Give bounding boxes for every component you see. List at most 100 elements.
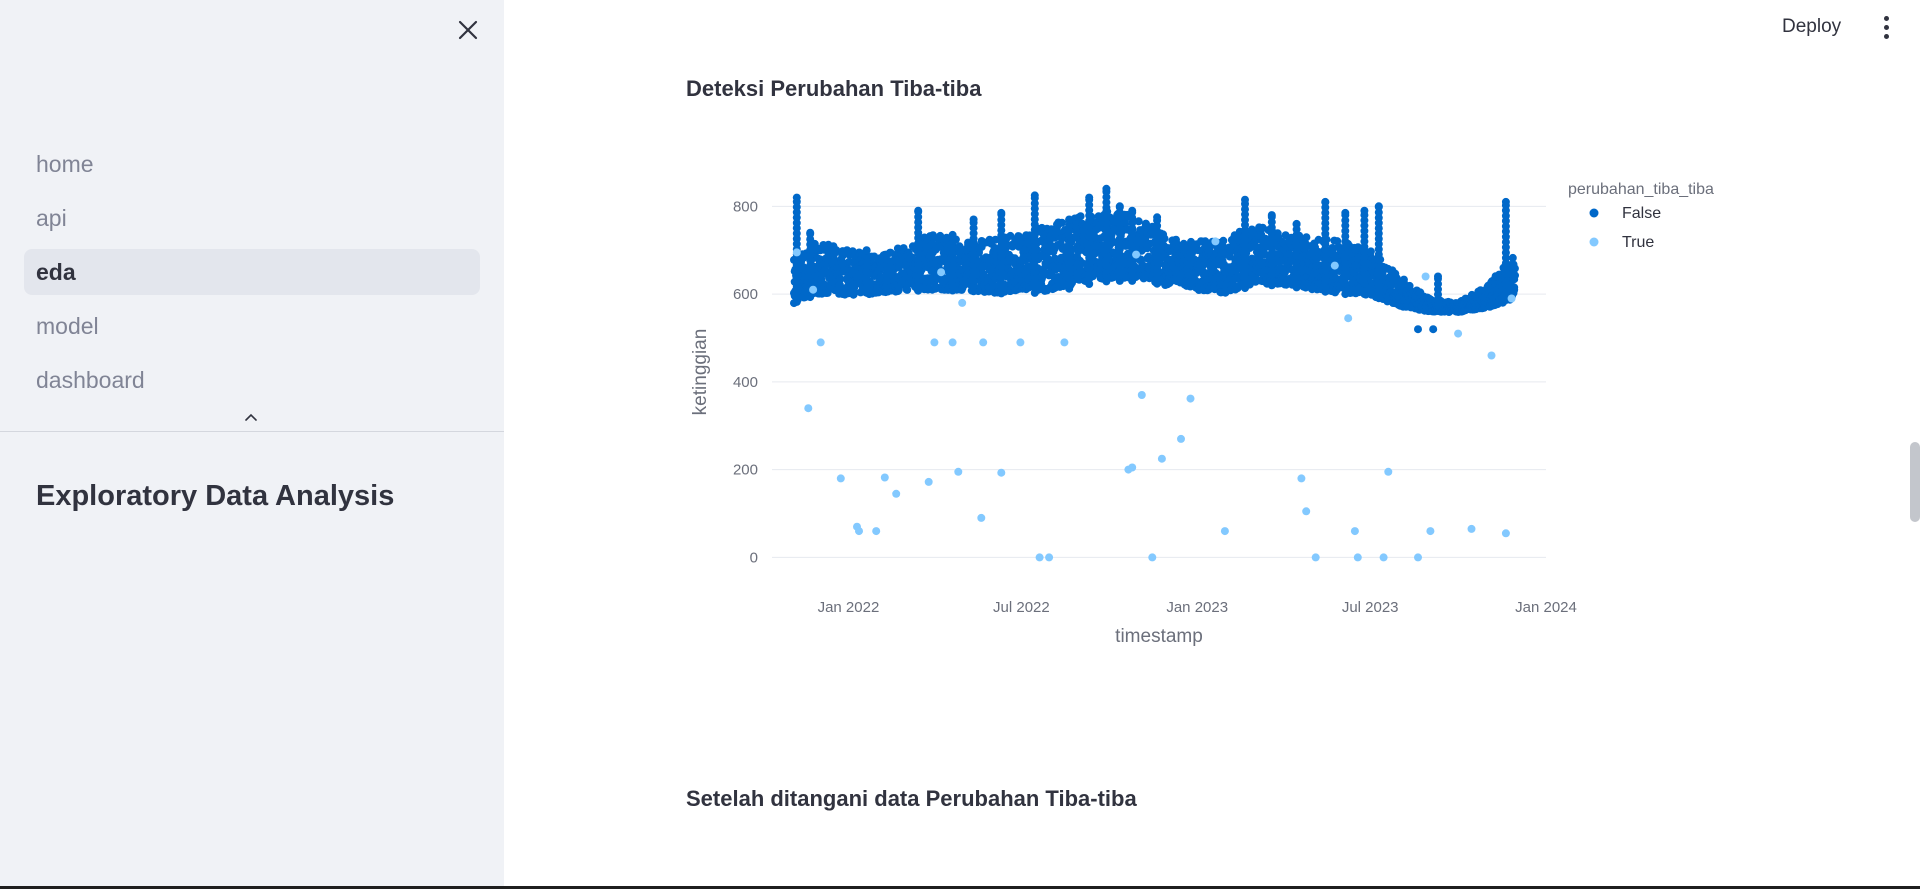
data-point-false [1321,197,1330,206]
main-scrollbar-thumb[interactable] [1910,442,1920,522]
chevron-up-icon [245,413,257,421]
data-point-true [1128,463,1137,472]
data-point-false [882,250,891,259]
data-point-true [948,338,957,347]
y-tick-label: 0 [750,549,758,566]
data-point-true [1035,553,1044,562]
data-point-true [809,285,818,294]
data-point-false [1360,206,1369,215]
data-point-true [804,404,813,413]
legend-marker-false [1589,208,1599,218]
legend-label-false: False [1622,205,1661,222]
sidebar-item-home[interactable]: home [24,141,480,187]
data-point-true [1507,294,1516,303]
sidebar-heading: Exploratory Data Analysis [36,480,395,512]
data-point-false [991,235,1000,244]
data-point-false [1302,233,1311,242]
x-tick-label: Jan 2023 [1166,599,1228,616]
data-point-false [1434,272,1442,281]
data-point-true [1157,454,1166,463]
data-point-false [1134,217,1143,226]
data-point-false [969,215,978,224]
data-point-false [1115,202,1124,211]
data-point-false [1267,211,1276,220]
data-point-false [1030,191,1039,200]
data-point-false [1128,206,1137,215]
data-point-false [1508,253,1517,262]
close-icon [458,20,478,40]
deploy-button[interactable]: Deploy [1782,16,1842,37]
data-point-false [1414,325,1422,334]
sidebar-divider [0,431,504,432]
data-point-false [1241,195,1249,204]
sidebar-item-eda[interactable]: eda [24,249,480,295]
data-point-true [977,513,986,522]
data-point-false [1429,325,1438,334]
data-point-false [1153,213,1162,222]
legend-label-true: True [1622,234,1654,251]
data-point-false [1219,236,1228,245]
sidebar-item-model[interactable]: model [24,303,480,349]
data-point-false [948,230,957,239]
data-point-false [907,253,916,262]
y-tick-label: 600 [733,286,758,303]
section-title-deteksi: Deteksi Perubahan Tiba-tiba [686,76,982,101]
y-axis-title: ketinggian [690,329,711,416]
data-point-false [1076,212,1085,221]
data-point-true [880,473,889,482]
data-point-false [823,288,832,297]
x-tick-label: Jul 2023 [1342,599,1399,616]
data-point-true [1137,391,1146,399]
collapse-nav-button[interactable] [244,410,258,424]
data-point-true [1353,553,1362,562]
sidebar-item-api[interactable]: api [24,195,480,241]
data-point-true [1379,553,1388,562]
data-point-true [792,248,801,257]
sidebar: home api eda model dashboard Exploratory… [0,0,504,889]
x-tick-label: Jan 2022 [818,599,880,616]
data-point-true [924,477,933,486]
data-point-false [1510,285,1519,294]
data-point-true [1344,314,1353,323]
data-point-true [1148,553,1157,562]
more-vertical-icon [1883,14,1889,41]
data-point-true [979,338,988,347]
data-point-true [1220,527,1229,536]
data-point-true [1421,272,1430,281]
sidebar-nav: home api eda model dashboard [24,141,480,411]
data-point-true [1414,553,1422,562]
data-point-true [1297,474,1306,483]
data-point-true [836,474,845,483]
x-tick-label: Jul 2022 [993,599,1050,616]
data-point-false [936,231,945,240]
data-point-false [1510,271,1519,280]
main-menu-button[interactable] [1876,12,1896,42]
scatter-chart: 0 200 400 600 800 Jan 2022 Jul 2022 Jan 2023 Jul… [690,181,1714,647]
x-axis-title: timestamp [1115,626,1203,647]
y-tick-label: 800 [733,198,758,215]
data-point-false [1501,197,1510,206]
data-point-true [1177,434,1185,443]
x-tick-label: Jan 2024 [1515,599,1577,616]
close-sidebar-button[interactable] [452,14,484,46]
data-point-true [1132,250,1141,259]
sidebar-item-label: api [36,204,67,231]
data-point-true [1211,237,1220,246]
data-point-false [806,228,815,237]
data-point-false [1058,218,1066,227]
data-point-true [937,268,946,277]
data-point-false [1102,184,1111,193]
sidebar-item-label: home [36,150,94,177]
sidebar-item-dashboard[interactable]: dashboard [24,357,480,403]
data-point-true [1311,553,1320,562]
data-point-true [1454,329,1463,338]
data-point-false [1374,202,1383,211]
data-point-true [1384,467,1393,476]
data-point-false [1341,208,1350,217]
data-point-false [1366,247,1375,256]
section-title-setelah: Setelah ditangani data Perubahan Tiba-ti… [686,786,1137,811]
legend-marker-true [1589,237,1599,247]
y-tick-label: 400 [733,374,758,391]
data-point-true [997,468,1006,477]
data-point-false [836,275,845,284]
